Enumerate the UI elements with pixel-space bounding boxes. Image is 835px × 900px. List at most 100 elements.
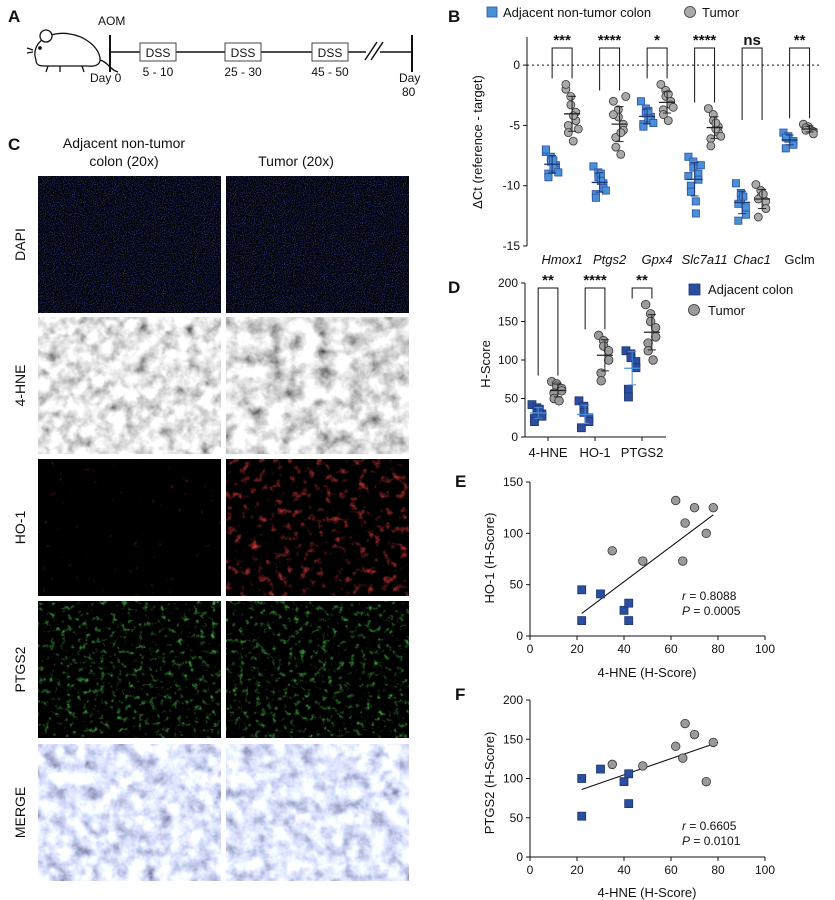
- panel-f-point-tumor: [701, 776, 711, 787]
- panel-f-point-adjacent: [624, 769, 634, 779]
- panel-b-point-tumor: [616, 128, 626, 138]
- panel-b-sig-2-label: *: [654, 32, 660, 49]
- panel-e-point-tumor: [678, 556, 688, 566]
- dss-box-3: DSS 45 - 50: [311, 42, 349, 79]
- panel-b-point-tumor: [608, 96, 618, 106]
- micrograph-ho-1-adjacent: [38, 459, 221, 596]
- panel-e-xtick-label: 40: [617, 642, 631, 656]
- col-label-tumor: Tumor (20x): [258, 153, 334, 169]
- panel-b-point-tumor: [573, 124, 583, 134]
- panel-d-sig-0-bracket: [537, 287, 559, 376]
- panel-b-point-adjacent: [544, 173, 553, 182]
- col-label-adjacent-line2: colon (20x): [89, 153, 158, 169]
- panel-d-point-adjacent: [584, 417, 594, 427]
- panel-b-point-tumor: [668, 102, 678, 112]
- panel-f-xtick-label: 0: [527, 863, 534, 877]
- panel-b-point-adjacent: [591, 193, 600, 202]
- panel-b-point-tumor: [663, 116, 673, 125]
- panel-b-xtick-label: Ptgs2: [593, 252, 627, 267]
- legend-adjacent: Adjacent non-tumor colon: [503, 5, 651, 20]
- panel-b-point-tumor: [611, 142, 621, 152]
- legend-marker-tumor: [684, 6, 696, 18]
- panel-b-sig-1-label: ****: [598, 32, 622, 49]
- panel-d-xtick-label: PTGS2: [621, 445, 664, 460]
- panel-b-letter: B: [448, 7, 460, 26]
- panel-d-point-adjacent: [534, 404, 544, 414]
- panel-d-point-adjacent: [624, 392, 633, 402]
- panel-d-point-tumor: [641, 299, 651, 310]
- panel-b-point-adjacent: [601, 186, 610, 195]
- panel-f-chart: F PTGS2 (H-Score) 4-HNE (H-Score) r = 0.…: [455, 685, 775, 900]
- panel-e-xtick-label: 20: [570, 642, 584, 656]
- panel-b-xtick-label: Gpx4: [642, 252, 673, 267]
- row-label-merge: MERGE: [12, 787, 28, 838]
- panel-e-ytick-label: 50: [510, 578, 524, 592]
- panel-d-point-tumor: [651, 332, 661, 342]
- panel-b-point-tumor: [706, 141, 716, 151]
- panel-f-xtick-label: 80: [711, 863, 725, 877]
- panel-e-xtick-label: 60: [664, 642, 678, 656]
- panel-b-xtick-label: Gclm: [784, 252, 814, 267]
- svg-text:DSS: DSS: [231, 46, 256, 60]
- row-label-dapi: DAPI: [12, 228, 28, 261]
- panel-b-point-tumor: [568, 111, 578, 121]
- panel-b-ytick-label: -15: [503, 239, 521, 253]
- panel-b-ytick-label: -10: [503, 179, 521, 193]
- panel-e-point-adjacent: [619, 605, 629, 615]
- legend-marker-adjacent: [486, 6, 498, 18]
- panel-e-point-tumor: [607, 546, 617, 556]
- panel-b-xtick-label: Chac1: [733, 252, 771, 267]
- dss-box-1: DSS 5 - 10: [139, 42, 177, 79]
- panel-e-point-adjacent: [596, 589, 605, 599]
- panel-b-point-adjacent: [781, 144, 790, 153]
- panel-b-ytick-label: -5: [509, 118, 520, 132]
- panel-d-point-tumor: [603, 346, 614, 356]
- row-label-ptgs2: PTGS2: [12, 646, 28, 692]
- panel-e-chart: E HO-1 (H-Score) 4-HNE (H-Score) r = 0.8…: [455, 472, 775, 680]
- panel-d-ytick-label: 50: [505, 392, 519, 406]
- panel-d-point-adjacent: [579, 407, 589, 417]
- micrograph-4-hne-tumor: [226, 317, 409, 454]
- panel-f-r-stat: r = 0.6605: [682, 819, 737, 833]
- micrograph-4-hne-adjacent: [38, 317, 221, 454]
- legend-marker-tumor-d: [688, 304, 700, 316]
- panel-e-point-adjacent: [624, 616, 634, 625]
- dss-days-2: 25 - 30: [224, 65, 262, 79]
- panel-b-point-adjacent: [684, 172, 693, 181]
- panel-d-point-tumor: [554, 396, 564, 406]
- panel-b-point-adjacent: [541, 145, 550, 154]
- panel-f-point-adjacent: [596, 764, 605, 774]
- panel-b-point-adjacent: [691, 209, 700, 218]
- panel-b-point-tumor: [716, 131, 726, 141]
- panel-e-point-tumor: [708, 502, 719, 513]
- panel-f-ytick-label: 0: [516, 850, 523, 864]
- panel-d-ytick-label: 100: [498, 353, 518, 367]
- panel-e-ytick-label: 150: [503, 475, 523, 489]
- panel-f-point-adjacent: [619, 777, 629, 787]
- panel-f-ytick-label: 100: [503, 772, 523, 786]
- panel-e-ytick-label: 0: [516, 629, 523, 643]
- panel-f-ytick-label: 200: [503, 693, 523, 707]
- panel-f-ytick-label: 50: [510, 811, 524, 825]
- panel-d-ytick-label: 150: [498, 315, 518, 329]
- row-label-4-hne: 4-HNE: [12, 364, 28, 406]
- panel-f-point-tumor: [607, 759, 617, 770]
- panel-e-p-stat: P = 0.0005: [682, 604, 741, 618]
- dss-box-2: DSS 25 - 30: [224, 42, 262, 79]
- legend-tumor-d: Tumor: [708, 303, 746, 318]
- panel-b-point-adjacent: [691, 197, 700, 206]
- panel-b-point-adjacent: [686, 187, 695, 196]
- panel-f-point-adjacent: [577, 774, 587, 783]
- panel-f-xtick-label: 100: [755, 863, 775, 877]
- micrograph-merge-tumor: [226, 744, 409, 881]
- panel-f-ylabel: PTGS2 (H-Score): [482, 732, 497, 835]
- panel-b-sig-5-label: **: [794, 32, 806, 49]
- svg-text:DSS: DSS: [146, 46, 171, 60]
- panel-e-point-tumor: [638, 556, 648, 566]
- panel-b-point-adjacent: [596, 176, 605, 185]
- panel-b-point-adjacent: [649, 119, 658, 128]
- panel-e-xtick-label: 80: [711, 642, 725, 656]
- panel-f-point-tumor: [708, 737, 719, 748]
- panel-b-point-tumor: [563, 128, 573, 138]
